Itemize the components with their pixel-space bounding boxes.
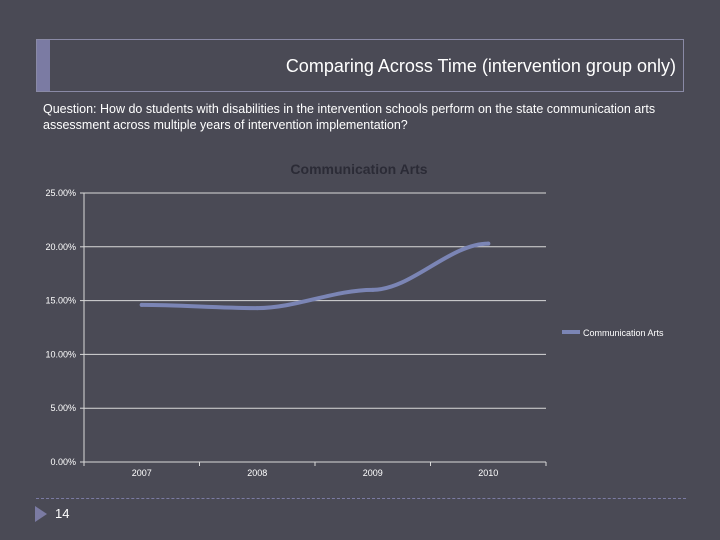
series-line [139, 241, 491, 311]
slide-title: Comparing Across Time (intervention grou… [285, 56, 676, 76]
y-tick-label: 10.00% [45, 349, 76, 359]
x-tick-label: 2008 [247, 468, 267, 478]
chart-title: Communication Arts [290, 161, 427, 177]
y-tick-label: 20.00% [45, 242, 76, 252]
data-point [255, 306, 260, 311]
y-tick-label: 25.00% [45, 188, 76, 198]
y-tick-label: 15.00% [45, 296, 76, 306]
x-tick-label: 2007 [132, 468, 152, 478]
page-number: 14 [55, 506, 70, 521]
data-point [486, 241, 491, 246]
y-tick-label: 0.00% [50, 457, 76, 467]
x-tick-label: 2009 [363, 468, 383, 478]
legend-label: Communication Arts [583, 328, 664, 338]
data-point [370, 287, 375, 292]
footer-arrow-icon [35, 506, 47, 522]
title-frame [36, 39, 684, 92]
footer-divider [36, 498, 686, 499]
data-point [139, 302, 144, 307]
y-tick-label: 5.00% [50, 403, 76, 413]
x-tick-label: 2010 [478, 468, 498, 478]
question-text: Question: How do students with disabilit… [43, 102, 656, 132]
title-accent-bar [36, 39, 50, 92]
